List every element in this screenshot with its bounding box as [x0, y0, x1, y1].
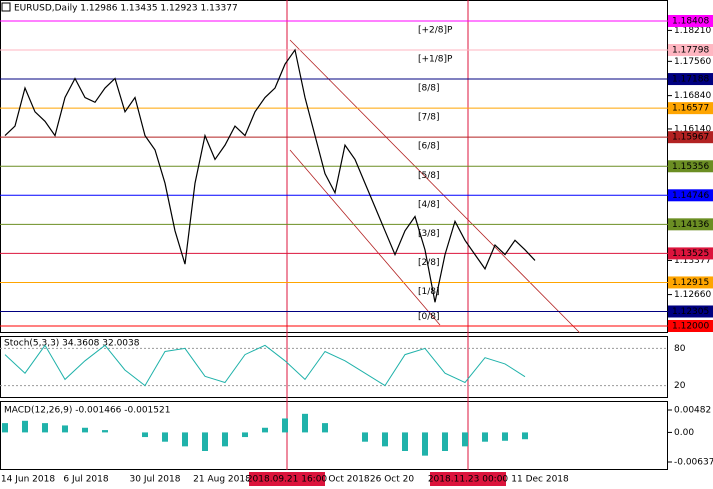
x-label: 21 Aug 2018 — [193, 475, 251, 485]
murray-label: [7/8] — [418, 113, 440, 123]
stoch-title: Stoch(5,3,3) 34.3608 32.0038 — [4, 339, 140, 349]
macd-tick-label: 0.00 — [674, 428, 694, 438]
chart-header: EURUSD,Daily 1.12986 1.13435 1.12923 1.1… — [14, 4, 238, 14]
price-level-label: 1.18408 — [672, 16, 709, 26]
price-tick-label: 1.17560 — [674, 57, 711, 67]
x-label: 6 Jul 2018 — [63, 475, 108, 485]
x-label: Oct 2018 — [328, 475, 370, 485]
price-level-label: 1.12305 — [672, 307, 709, 317]
price-level-label: 1.16577 — [672, 104, 709, 114]
x-label: 30 Jul 2018 — [130, 475, 181, 485]
stoch-panel — [0, 336, 668, 398]
murray-label: [+1/8]P — [418, 55, 453, 65]
price-level-label: 1.15967 — [672, 133, 709, 143]
price-label-box — [668, 247, 713, 260]
price-tick-label: 1.18210 — [674, 26, 711, 36]
price-level-label: 1.14136 — [672, 220, 709, 230]
price-tick-label: 1.13377 — [674, 256, 711, 266]
macd-tick-label: 0.00482 — [674, 406, 711, 416]
price-tick-label: 1.16140 — [674, 124, 711, 134]
murray-label: [6/8] — [418, 142, 440, 152]
price-tick-label: 1.12660 — [674, 290, 711, 300]
macd-tick-label: -0.00637 — [674, 458, 713, 468]
murray-label: [1/8] — [418, 287, 440, 297]
price-label-box — [668, 44, 713, 57]
murray-label: [3/8] — [418, 229, 440, 239]
price-label-box — [668, 14, 713, 27]
murray-label: [0/8] — [418, 312, 440, 322]
x-label: 2018.11.23 00:00 — [428, 475, 509, 485]
murray-label: [2/8] — [418, 258, 440, 268]
stoch-line — [4, 344, 526, 387]
x-label: 14 Jun 2018 — [1, 475, 55, 485]
price-line — [4, 48, 536, 303]
price-label-box — [668, 73, 713, 86]
price-tick-label: 1.16840 — [674, 91, 711, 101]
price-level-label: 1.17188 — [672, 75, 709, 85]
x-label: 26 Oct 20 — [370, 475, 414, 485]
murray-label: [8/8] — [418, 84, 440, 94]
trend-line — [289, 39, 581, 334]
x-label: 11 Dec 2018 — [511, 475, 569, 485]
x-label-box — [249, 472, 325, 486]
price-label-box — [668, 305, 713, 318]
price-label-box — [668, 276, 713, 289]
price-level-label: 1.17798 — [672, 46, 709, 56]
price-level-label: 1.14746 — [672, 191, 709, 201]
price-level-label: 1.13525 — [672, 249, 709, 259]
trend-line — [289, 149, 441, 326]
price-level-label: 1.15356 — [672, 162, 709, 172]
price-level-label: 1.12915 — [672, 278, 709, 288]
macd-panel — [0, 401, 668, 470]
chart-icon — [1, 2, 11, 12]
macd-title: MACD(12,26,9) -0.001466 -0.001521 — [4, 406, 170, 416]
murray-label: [4/8] — [418, 200, 440, 210]
price-label-box — [668, 218, 713, 231]
price-label-box — [668, 160, 713, 173]
murray-label: [+2/8]P — [418, 25, 453, 35]
murray-label: [5/8] — [418, 171, 440, 181]
x-label-box — [430, 472, 506, 486]
price-label-box — [668, 131, 713, 144]
price-level-label: 1.12000 — [672, 322, 709, 332]
stoch-tick-label: 80 — [674, 344, 686, 354]
price-label-box — [668, 189, 713, 202]
x-label: 2018.09.21 16:00 — [247, 475, 328, 485]
price-label-box — [668, 102, 713, 115]
stoch-tick-label: 20 — [674, 381, 686, 391]
price-label-box — [668, 320, 713, 333]
